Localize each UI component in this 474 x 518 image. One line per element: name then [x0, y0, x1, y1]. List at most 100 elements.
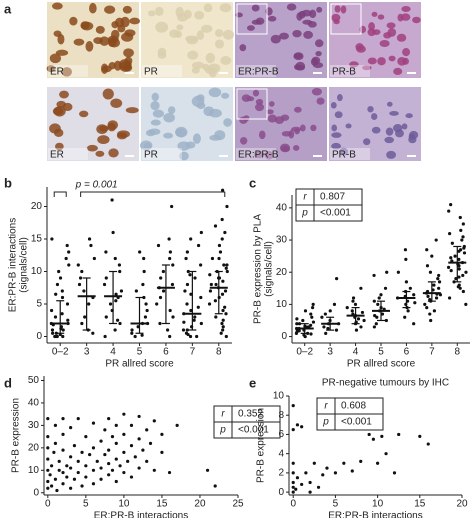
data-point	[326, 326, 330, 331]
image-label: ER:PR-B	[238, 150, 279, 161]
data-point	[423, 302, 427, 306]
data-point	[376, 461, 380, 465]
cell-nucleus	[377, 14, 385, 20]
cell-nucleus	[139, 140, 153, 151]
data-point	[459, 228, 463, 232]
data-point	[462, 246, 466, 250]
data-point	[167, 237, 171, 241]
micrograph: ER	[46, 2, 141, 78]
data-point	[311, 320, 316, 324]
cell-nucleus	[104, 5, 116, 14]
cell-nucleus	[371, 113, 378, 120]
data-point	[218, 250, 223, 254]
data-point	[397, 432, 401, 437]
data-point	[335, 277, 339, 281]
data-point	[457, 275, 461, 279]
cell-nucleus	[150, 100, 160, 111]
cell-nucleus	[386, 101, 393, 107]
cell-nucleus	[345, 123, 352, 129]
y-axis-title: (signals/cell)	[19, 237, 30, 293]
cell-nucleus	[266, 109, 274, 115]
cell-nucleus	[49, 53, 61, 64]
data-point	[332, 302, 337, 306]
data-point	[437, 286, 441, 290]
data-point	[199, 321, 203, 326]
cell-nucleus	[46, 65, 56, 73]
data-point	[60, 312, 64, 316]
data-point	[297, 329, 301, 333]
cell-nucleus	[333, 19, 340, 25]
x-tick-label: 6	[163, 347, 169, 358]
data-point	[78, 276, 83, 280]
label-bg	[48, 148, 88, 160]
data-point	[137, 466, 141, 470]
cell-nucleus	[377, 57, 386, 66]
data-point	[156, 243, 161, 248]
cell-nucleus	[405, 113, 413, 119]
cell-nucleus	[349, 61, 359, 68]
cell-nucleus	[52, 107, 64, 116]
cell-nucleus	[107, 120, 119, 130]
data-point	[114, 441, 118, 445]
data-point	[133, 334, 137, 339]
x-tick-label: 8	[216, 347, 222, 358]
cell-nucleus	[267, 15, 277, 22]
data-point	[449, 269, 453, 273]
data-point	[167, 470, 172, 475]
data-point	[446, 265, 451, 269]
data-point	[46, 486, 50, 490]
data-point	[458, 215, 462, 220]
data-point	[87, 302, 91, 306]
data-point	[425, 306, 429, 310]
cell-nucleus	[95, 150, 105, 157]
cell-nucleus	[179, 151, 189, 161]
cell-nucleus	[202, 63, 210, 71]
data-point	[457, 267, 461, 271]
label-bg	[330, 65, 370, 77]
y-tick-label: 5	[36, 299, 42, 310]
data-point	[208, 289, 213, 293]
data-point	[404, 257, 408, 261]
data-point	[213, 484, 217, 488]
cell-nucleus	[124, 29, 136, 37]
cell-nucleus	[359, 25, 367, 34]
stats-value: <0.001	[320, 208, 351, 219]
data-point	[185, 302, 189, 306]
cell-nucleus	[402, 47, 411, 57]
data-point	[353, 302, 358, 306]
data-point	[95, 459, 99, 463]
data-point	[99, 466, 103, 470]
data-point	[432, 283, 436, 287]
data-point	[449, 203, 453, 207]
x-tick-label: 0–2	[296, 347, 313, 358]
data-point	[325, 466, 329, 470]
data-point	[196, 243, 201, 248]
data-point	[199, 230, 203, 235]
data-point	[217, 256, 221, 261]
image-label: ER	[50, 150, 64, 161]
data-point	[152, 419, 156, 423]
data-point	[354, 328, 359, 332]
data-point	[342, 461, 346, 465]
data-point	[351, 296, 356, 300]
data-point	[104, 276, 108, 280]
data-point	[72, 444, 77, 448]
cell-nucleus	[205, 52, 216, 64]
data-point	[360, 310, 365, 315]
data-point	[144, 302, 148, 306]
cell-nucleus	[129, 17, 141, 25]
data-point	[69, 486, 73, 490]
data-point	[300, 425, 304, 429]
data-point	[304, 471, 308, 475]
cell-nucleus	[293, 53, 303, 59]
data-point	[122, 450, 126, 454]
cell-nucleus	[255, 98, 264, 105]
label-bg	[330, 148, 370, 160]
x-tick-label: 0	[45, 499, 51, 510]
stats-value: <0.001	[238, 425, 269, 436]
data-point	[223, 289, 228, 293]
cell-nucleus	[255, 103, 265, 112]
data-point	[185, 250, 189, 254]
cell-nucleus	[214, 29, 224, 38]
